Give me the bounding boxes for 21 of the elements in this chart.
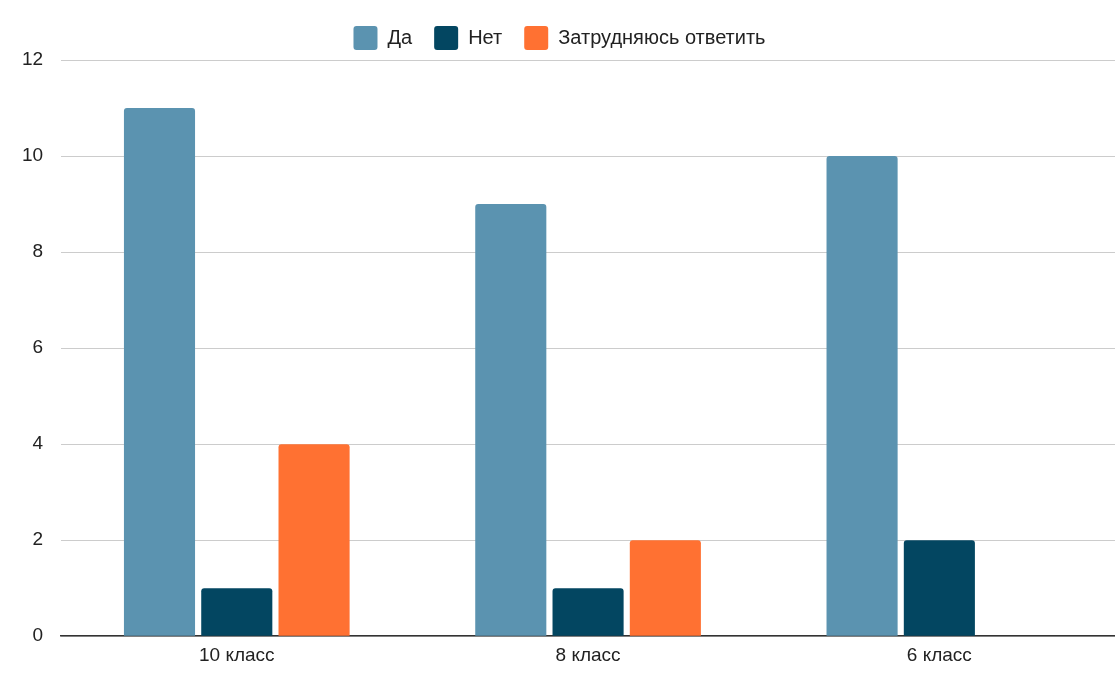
bar [201,588,273,636]
bar [475,204,547,636]
y-tick-label: 4 [32,432,44,454]
x-tick-label: 6 класс [906,643,972,665]
y-tick-label: 8 [32,240,44,262]
bar [278,444,350,636]
y-tick-label: 6 [32,336,44,358]
legend-label: Затрудняюсь ответить [558,25,766,48]
x-tick-label: 10 класс [198,643,275,665]
bar [552,588,624,636]
bar [629,540,701,636]
bar [903,540,975,636]
bar [123,108,196,636]
y-tick-label: 0 [32,624,44,646]
y-tick-label: 10 [21,144,44,166]
legend-label: Нет [468,25,503,48]
x-tick-label: 8 класс [555,643,621,665]
y-tick-label: 12 [21,48,44,70]
bar [826,156,898,636]
legend-label: Да [387,25,414,48]
y-tick-label: 2 [32,528,44,550]
